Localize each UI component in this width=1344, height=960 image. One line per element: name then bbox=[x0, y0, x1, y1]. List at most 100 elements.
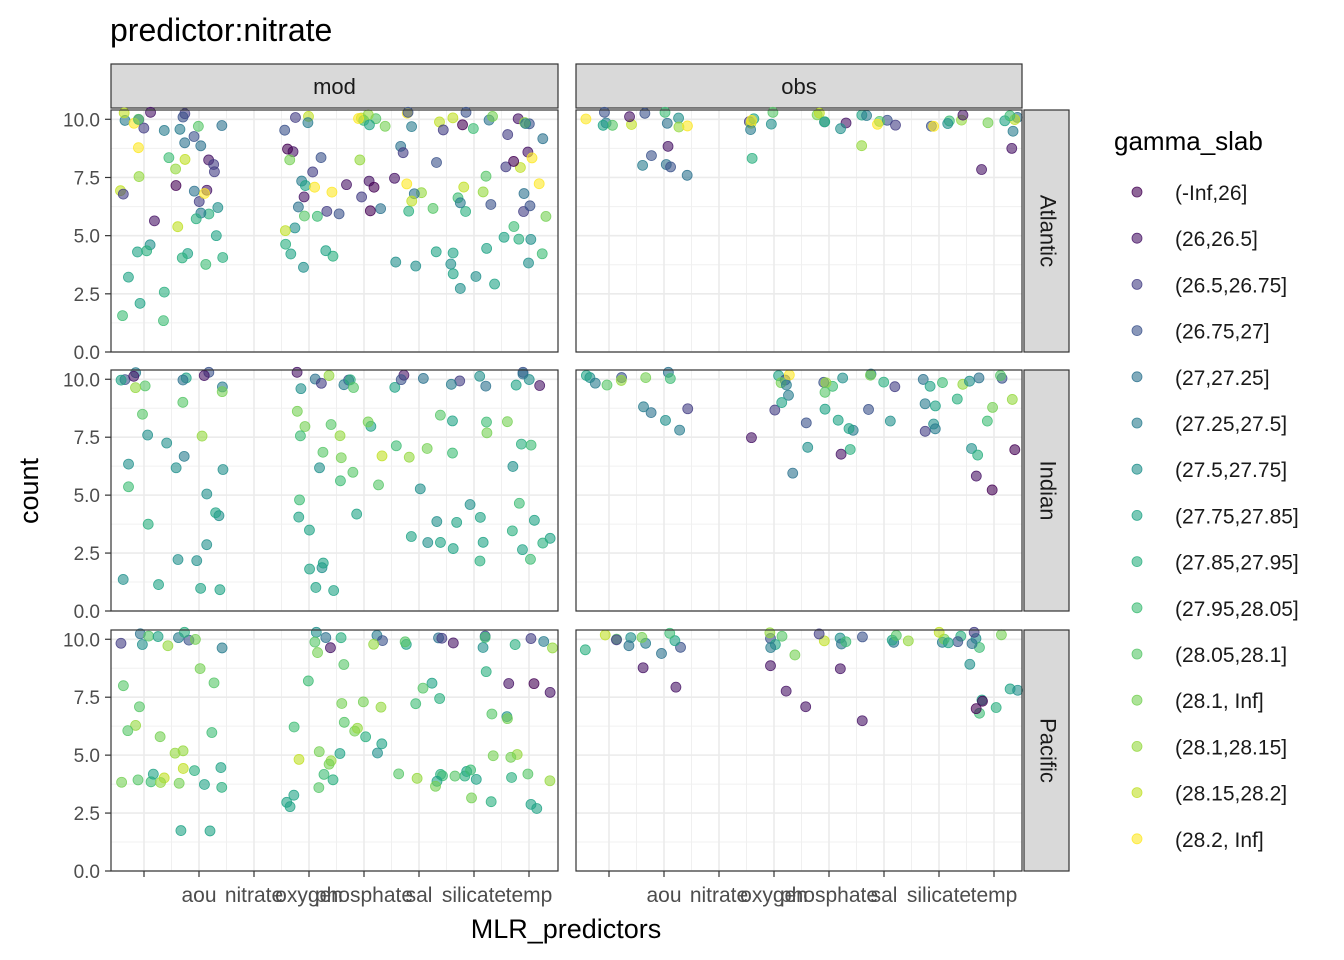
data-point bbox=[937, 377, 948, 388]
data-point bbox=[405, 531, 417, 542]
legend-item: (27.95,28.05] bbox=[1131, 598, 1299, 621]
data-point bbox=[832, 414, 844, 426]
panel-background bbox=[576, 110, 1022, 352]
data-point bbox=[190, 213, 202, 225]
data-point bbox=[142, 518, 154, 530]
data-point bbox=[422, 537, 434, 548]
legend-item: (28.2, Inf] bbox=[1131, 829, 1264, 852]
panel-border bbox=[110, 369, 559, 612]
facet-strip-label-atlantic: Atlantic bbox=[1036, 195, 1061, 267]
data-point bbox=[430, 246, 442, 258]
data-point bbox=[201, 539, 213, 551]
data-point bbox=[682, 403, 694, 415]
data-point bbox=[282, 143, 293, 155]
data-point bbox=[580, 113, 592, 125]
legend-key bbox=[1131, 278, 1143, 290]
data-point bbox=[464, 499, 476, 510]
data-point bbox=[517, 544, 528, 556]
data-point bbox=[447, 112, 459, 124]
data-point bbox=[379, 120, 391, 132]
data-point bbox=[123, 271, 134, 283]
data-point bbox=[435, 537, 446, 548]
data-point bbox=[347, 466, 359, 478]
data-point bbox=[477, 536, 489, 548]
data-point bbox=[335, 632, 347, 644]
data-point bbox=[279, 124, 291, 136]
data-point bbox=[764, 627, 776, 639]
data-point bbox=[327, 250, 339, 262]
data-point bbox=[117, 680, 129, 692]
data-point bbox=[536, 248, 548, 260]
data-point bbox=[972, 449, 984, 461]
data-point bbox=[299, 210, 310, 222]
x-tick-label: silicate bbox=[907, 884, 971, 907]
facet-strip-label-obs: obs bbox=[781, 74, 816, 99]
panel-obs-atlantic bbox=[575, 106, 1023, 353]
data-point bbox=[320, 245, 332, 257]
data-point bbox=[902, 635, 914, 647]
data-point bbox=[313, 746, 325, 758]
data-point bbox=[189, 765, 200, 777]
data-point bbox=[326, 186, 338, 198]
data-point bbox=[292, 201, 304, 213]
data-point bbox=[279, 225, 291, 237]
data-point bbox=[212, 202, 224, 213]
data-point bbox=[291, 405, 303, 417]
data-point bbox=[430, 780, 441, 792]
data-point bbox=[479, 632, 491, 643]
y-tick-label: 5.0 bbox=[74, 746, 100, 767]
data-point bbox=[857, 631, 868, 643]
data-point bbox=[646, 150, 657, 162]
y-tick-label: 2.5 bbox=[74, 804, 100, 825]
data-point bbox=[765, 642, 777, 653]
data-point bbox=[333, 208, 345, 220]
data-point bbox=[362, 109, 374, 121]
legend-item: (28.1,28.15] bbox=[1131, 736, 1287, 759]
data-point bbox=[933, 626, 945, 638]
legend-key bbox=[1131, 417, 1143, 429]
data-point bbox=[660, 414, 671, 426]
data-point bbox=[368, 181, 380, 193]
data-point bbox=[489, 278, 500, 290]
data-point bbox=[863, 404, 874, 415]
legend-item: (27.25,27.5] bbox=[1131, 413, 1287, 436]
data-point bbox=[302, 117, 314, 129]
data-point bbox=[137, 408, 148, 420]
data-point bbox=[115, 374, 127, 386]
data-point bbox=[402, 106, 414, 118]
x-tick-label: nitrate bbox=[225, 884, 283, 907]
data-point bbox=[1009, 444, 1021, 456]
legend-key bbox=[1131, 741, 1143, 752]
data-point bbox=[510, 379, 522, 391]
panel-background bbox=[576, 630, 1022, 871]
data-point bbox=[457, 119, 468, 131]
data-point bbox=[318, 769, 330, 780]
data-point bbox=[288, 721, 300, 733]
y-axis-label: count bbox=[14, 457, 44, 524]
legend-label: (26,26.5] bbox=[1175, 228, 1258, 251]
legend-title: gamma_slab bbox=[1114, 126, 1263, 156]
legend-key bbox=[1131, 463, 1143, 475]
data-point bbox=[929, 400, 941, 412]
data-point bbox=[835, 448, 847, 460]
data-point bbox=[636, 632, 648, 643]
data-point bbox=[783, 369, 795, 381]
data-point bbox=[158, 286, 170, 298]
data-point bbox=[820, 377, 832, 389]
data-point bbox=[662, 140, 674, 152]
data-point bbox=[194, 663, 206, 674]
data-point bbox=[977, 695, 988, 707]
data-point bbox=[681, 169, 693, 181]
data-point bbox=[776, 630, 788, 642]
data-point bbox=[665, 161, 676, 173]
data-point bbox=[375, 701, 387, 713]
data-point bbox=[987, 402, 998, 413]
data-point bbox=[134, 701, 145, 713]
y-tick-label: 2.5 bbox=[74, 285, 100, 306]
data-point bbox=[523, 257, 534, 269]
data-point bbox=[317, 557, 329, 569]
data-point bbox=[136, 639, 148, 650]
data-point bbox=[401, 178, 413, 190]
data-point bbox=[506, 525, 518, 537]
data-point bbox=[158, 315, 169, 327]
